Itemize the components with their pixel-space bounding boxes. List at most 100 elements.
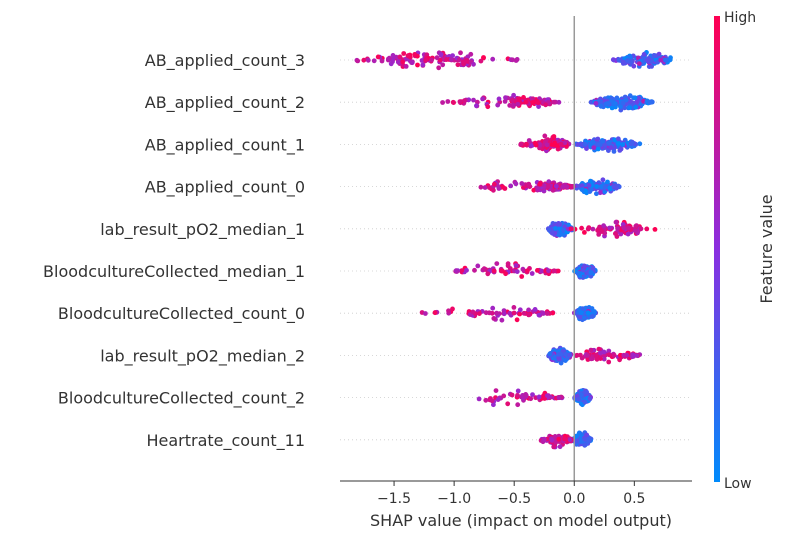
point-low [649, 64, 654, 69]
point-high [457, 99, 463, 104]
point-high [456, 57, 462, 63]
point-high [606, 352, 612, 358]
point-low [664, 57, 669, 63]
feature-row: lab_result_pO2_median_2 [100, 345, 692, 366]
feature-label: AB_applied_count_2 [145, 93, 305, 113]
point-high [551, 134, 557, 139]
point-high [494, 261, 500, 266]
point-high [390, 53, 396, 58]
point-high [535, 100, 541, 106]
colorbar-title: Feature value [757, 194, 776, 303]
point-high [556, 395, 562, 401]
point-high [536, 312, 542, 318]
point-high [478, 184, 484, 190]
point-low [628, 60, 633, 65]
point-high [599, 229, 605, 234]
point-high [529, 271, 535, 276]
point-high [597, 350, 603, 356]
point-low [591, 145, 597, 151]
point-high [556, 436, 562, 442]
point-high [397, 54, 403, 60]
point-high [471, 97, 476, 103]
point-high [419, 58, 425, 63]
point-high [521, 310, 527, 316]
point-high [593, 352, 599, 358]
point-high [546, 268, 551, 274]
point-high [595, 228, 600, 233]
point-high [511, 103, 516, 109]
point-low [611, 149, 617, 154]
point-high [468, 51, 474, 57]
point-high [453, 268, 459, 274]
point-high [502, 99, 508, 104]
point-high [518, 141, 524, 147]
point-low [603, 184, 608, 190]
point-low [594, 184, 600, 189]
point-high [458, 50, 463, 56]
point-high [549, 438, 555, 443]
point-high [606, 348, 612, 354]
point-high [379, 58, 385, 64]
feature-row: AB_applied_count_1 [145, 133, 692, 155]
point-high [564, 184, 570, 190]
point-low [567, 352, 573, 358]
point-low [591, 309, 597, 314]
point-high [440, 62, 446, 68]
point-high [514, 269, 520, 274]
point-high [585, 353, 590, 358]
point-high [606, 359, 612, 365]
point-low [556, 356, 562, 361]
point-high [601, 356, 607, 362]
feature-row: BloodcultureCollected_median_1 [43, 261, 692, 282]
point-low [606, 141, 612, 146]
point-high [502, 186, 508, 191]
point-high [491, 316, 497, 321]
point-high [526, 312, 532, 318]
point-low [594, 191, 599, 197]
point-high [432, 310, 438, 316]
point-high [509, 97, 515, 103]
point-low [608, 145, 614, 151]
point-high [537, 181, 543, 187]
point-high [499, 317, 505, 323]
point-high [536, 394, 542, 400]
point-high [501, 311, 507, 317]
point-high [515, 101, 521, 107]
point-high [515, 392, 520, 398]
point-high [450, 99, 456, 105]
feature-label: AB_applied_count_3 [145, 51, 305, 71]
point-low [618, 146, 624, 152]
point-high [474, 103, 479, 109]
point-high [434, 55, 440, 61]
point-high [395, 59, 401, 65]
point-low [600, 138, 606, 144]
feature-rows: AB_applied_count_3 AB_applied_count_2 AB_a… [43, 50, 692, 451]
point-high [652, 227, 658, 232]
point-high [537, 142, 543, 147]
point-high [508, 183, 514, 189]
point-high [625, 225, 631, 231]
point-low [547, 351, 553, 357]
point-high [541, 436, 547, 442]
point-low [579, 187, 585, 193]
point-low [610, 57, 616, 63]
point-high [365, 57, 371, 63]
x-axis-title: SHAP value (impact on model output) [370, 511, 672, 530]
point-high [535, 186, 541, 191]
point-high [390, 59, 395, 65]
point-high [400, 59, 406, 65]
point-low [613, 101, 618, 106]
point-low [582, 142, 588, 147]
point-high [617, 352, 623, 358]
point-low [549, 230, 555, 236]
point-low [587, 396, 593, 401]
point-high [551, 99, 557, 105]
point-low [578, 392, 584, 398]
point-low [628, 99, 634, 104]
point-high [445, 99, 451, 104]
point-high [375, 54, 381, 60]
point-low [584, 389, 589, 395]
point-high [533, 142, 539, 148]
point-low [646, 56, 652, 61]
point-high [489, 398, 495, 404]
